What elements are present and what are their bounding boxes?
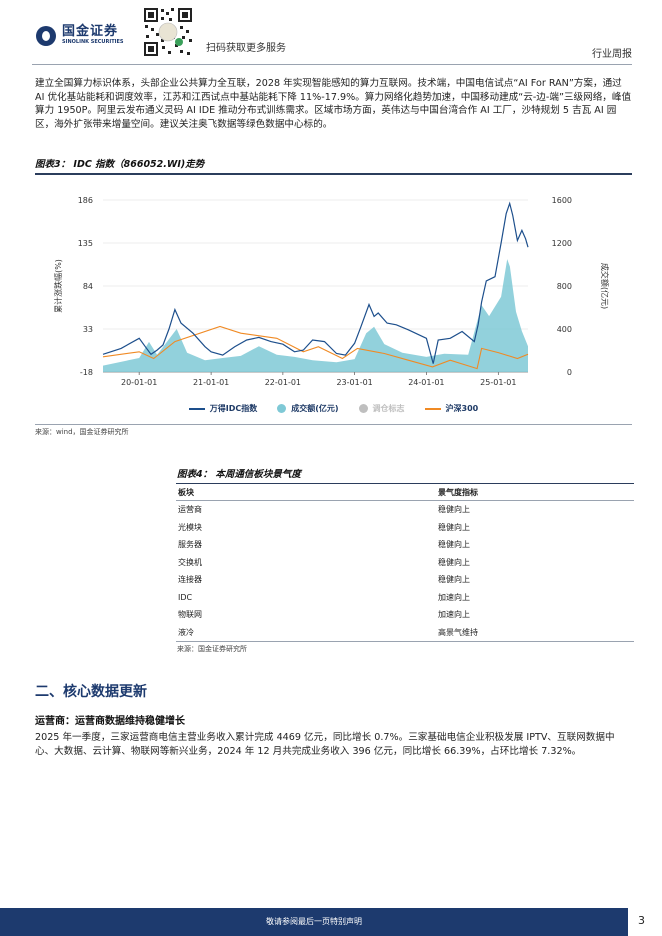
sentiment-cell: 稳健向上 (438, 522, 470, 532)
footer-disclaimer: 敬请参阅最后一页特别声明 (266, 917, 362, 926)
y-tick-right: 1200 (552, 239, 572, 248)
section-title: 二、核心数据更新 (35, 684, 147, 700)
table-row: 交换机 稳健向上 (176, 554, 634, 572)
sector-cell: 交换机 (178, 557, 202, 567)
figure4-title: 图表4： 本周通信板块景气度 (177, 469, 301, 480)
chart-legend: 万得IDC指数 成交额(亿元) 调仓标志 沪深300 (35, 403, 632, 414)
left-axis-label: 累计涨跌幅(%) (53, 259, 63, 313)
x-tick-label: 21-01-01 (193, 378, 229, 387)
x-tick-label: 25-01-01 (480, 378, 516, 387)
legend-label: 万得IDC指数 (209, 404, 258, 413)
figure3-bottom-rule (35, 424, 632, 425)
company-name-en: SINOLINK SECURITIES (62, 39, 124, 45)
legend-label: 沪深300 (445, 404, 479, 413)
legend-item-hs300: 沪深300 (424, 403, 479, 414)
x-tick-label: 23-01-01 (336, 378, 372, 387)
x-tick-label: 24-01-01 (408, 378, 444, 387)
legend-item-idc: 万得IDC指数 (188, 403, 258, 414)
sector-cell: 物联网 (178, 610, 202, 620)
legend-item-rebalance: 调仓标志 (358, 403, 405, 414)
table-row: 运营商 稳健向上 (176, 501, 634, 519)
footer-bar (0, 908, 628, 936)
sector-cell: 运营商 (178, 505, 202, 515)
legend-item-volume: 成交额(亿元) (277, 403, 339, 414)
y-tick-left: 84 (83, 282, 93, 291)
page-header: 国金证券 SINOLINK SECURITIES 扫码获取更多服务 行业周报 (0, 0, 662, 62)
sector-cell: 光模块 (178, 522, 202, 532)
table-row: IDC 加速向上 (176, 589, 634, 607)
logo-icon (36, 25, 56, 46)
legend-line-icon (424, 407, 441, 410)
y-tick-left: 186 (78, 196, 93, 205)
sentiment-cell: 加速向上 (438, 610, 470, 620)
legend-line-icon (188, 407, 205, 410)
table-header-row: 板块 景气度指标 (176, 483, 634, 501)
chart-canvas: 186 135 84 33 -18 1600 1200 800 400 0 20-01-01 21-0… (53, 196, 610, 387)
sector-cell: 服务器 (178, 540, 202, 550)
figure4-source: 来源：国金证券研究所 (177, 645, 247, 653)
table-row: 光模块 稳健向上 (176, 519, 634, 537)
x-tick-label: 22-01-01 (265, 378, 301, 387)
y-tick-left: -18 (80, 368, 93, 377)
hs300-line (102, 325, 529, 370)
sector-cell: 连接器 (178, 575, 202, 585)
document-type: 行业周报 (592, 49, 632, 60)
table-row: 液冷 高景气维持 (176, 623, 634, 642)
header-divider (32, 64, 632, 65)
intro-paragraph: 建立全国算力标识体系，头部企业公共算力全互联，2028 年实现智能感知的算力互联… (35, 78, 632, 130)
table-row: 物联网 加速向上 (176, 606, 634, 624)
figure3-top-rule (35, 173, 632, 175)
idc-index-chart: 186 135 84 33 -18 1600 1200 800 400 0 20-01-01 21-0… (35, 181, 632, 421)
section-subtitle: 运营商：运营商数据维持稳健增长 (35, 716, 185, 727)
sector-cell: 液冷 (176, 623, 436, 642)
table-header: 景气度指标 (436, 483, 634, 501)
page-number: 3 (638, 914, 645, 927)
table-row: 连接器 稳健向上 (176, 571, 634, 589)
legend-area-icon (277, 404, 287, 413)
y-tick-right: 800 (557, 282, 572, 291)
company-name-cn: 国金证券 (62, 24, 119, 39)
idc-index-line (102, 201, 529, 364)
sector-sentiment-table: 板块 景气度指标 运营商 稳健向上 光模块 稳健向上 服务器 稳健向上 交换机 稳健向上… (176, 483, 634, 642)
sentiment-cell: 稳健向上 (438, 505, 470, 515)
y-tick-right: 1600 (552, 196, 572, 205)
qr-caption: 扫码获取更多服务 (206, 43, 286, 54)
sentiment-cell: 稳健向上 (438, 557, 470, 567)
right-axis-label: 成交额(亿元) (600, 263, 610, 309)
figure3-title: 图表3： IDC 指数（866052.WI)走势 (35, 159, 205, 170)
table-header: 板块 (176, 483, 436, 501)
qr-code-icon[interactable] (142, 6, 194, 58)
y-tick-right: 0 (567, 368, 572, 377)
sentiment-cell: 稳健向上 (438, 575, 470, 585)
sentiment-cell: 高景气维持 (436, 623, 634, 642)
x-tick-label: 20-01-01 (121, 378, 157, 387)
legend-label: 成交额(亿元) (291, 404, 339, 413)
figure3-source: 来源：wind，国金证券研究所 (35, 428, 129, 436)
sector-cell: IDC (178, 592, 193, 602)
sentiment-cell: 稳健向上 (438, 540, 470, 550)
legend-area-icon (358, 404, 368, 413)
sentiment-cell: 加速向上 (438, 592, 470, 602)
y-tick-right: 400 (557, 325, 572, 334)
table-row: 服务器 稳健向上 (176, 536, 634, 554)
volume-area (103, 259, 528, 372)
section-paragraph: 2025 年一季度，三家运营商电信主营业务收入累计完成 4469 亿元，同比增长… (35, 732, 615, 757)
y-tick-left: 135 (78, 239, 93, 248)
y-tick-left: 33 (83, 325, 93, 334)
legend-label: 调仓标志 (372, 404, 405, 413)
company-logo: 国金证券 SINOLINK SECURITIES (36, 25, 124, 46)
